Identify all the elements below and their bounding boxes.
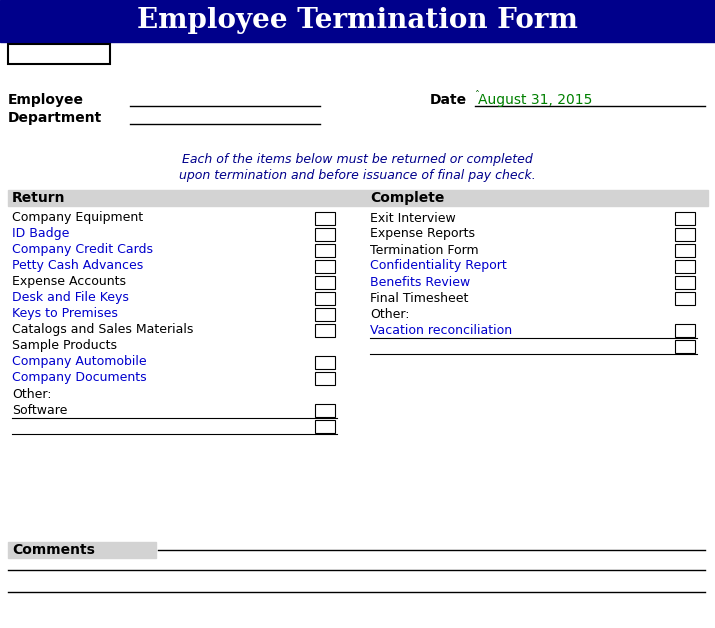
Bar xyxy=(8,44,110,64)
Text: Petty Cash Advances: Petty Cash Advances xyxy=(12,259,143,273)
Bar xyxy=(675,323,695,337)
Text: ˆ: ˆ xyxy=(474,91,479,101)
Bar xyxy=(675,276,695,288)
Text: Company Credit Cards: Company Credit Cards xyxy=(12,244,153,256)
Text: Benefits Review: Benefits Review xyxy=(370,276,470,288)
Bar xyxy=(315,308,335,320)
Text: Final Timesheet: Final Timesheet xyxy=(370,291,468,305)
Bar xyxy=(315,291,335,305)
Bar xyxy=(315,212,335,224)
Text: Keys to Premises: Keys to Premises xyxy=(12,308,118,320)
Text: Date: Date xyxy=(430,93,467,107)
Text: Company Documents: Company Documents xyxy=(12,372,147,384)
Text: Complete: Complete xyxy=(370,191,445,205)
Bar xyxy=(675,291,695,305)
Bar xyxy=(0,0,715,42)
Text: August 31, 2015: August 31, 2015 xyxy=(478,93,592,107)
Text: Vacation reconciliation: Vacation reconciliation xyxy=(370,323,512,337)
Text: Desk and File Keys: Desk and File Keys xyxy=(12,291,129,305)
Bar xyxy=(315,244,335,256)
Bar xyxy=(315,355,335,369)
Text: upon termination and before issuance of final pay check.: upon termination and before issuance of … xyxy=(179,168,536,181)
Text: Catalogs and Sales Materials: Catalogs and Sales Materials xyxy=(12,323,193,337)
Bar xyxy=(315,420,335,433)
Text: Employee: Employee xyxy=(8,93,84,107)
Text: Company Automobile: Company Automobile xyxy=(12,355,147,369)
Bar xyxy=(315,404,335,416)
Text: Comments: Comments xyxy=(12,543,95,557)
Bar xyxy=(315,259,335,273)
Text: Other:: Other: xyxy=(12,387,51,401)
Bar xyxy=(675,340,695,352)
Text: Exit Interview: Exit Interview xyxy=(370,212,455,224)
Bar xyxy=(675,212,695,224)
Bar xyxy=(315,227,335,241)
Bar xyxy=(315,276,335,288)
Bar xyxy=(675,244,695,256)
Text: Expense Accounts: Expense Accounts xyxy=(12,276,126,288)
Text: Employee Termination Form: Employee Termination Form xyxy=(137,8,578,35)
Text: ID Badge: ID Badge xyxy=(12,227,69,241)
Bar xyxy=(675,227,695,241)
Text: Sample Products: Sample Products xyxy=(12,340,117,352)
Text: Other:: Other: xyxy=(370,308,410,320)
Text: Company Equipment: Company Equipment xyxy=(12,212,143,224)
Text: Each of the items below must be returned or completed: Each of the items below must be returned… xyxy=(182,153,533,166)
Text: Department: Department xyxy=(8,111,102,125)
Bar xyxy=(8,190,708,206)
Bar xyxy=(675,259,695,273)
Bar xyxy=(315,323,335,337)
Text: Return: Return xyxy=(12,191,66,205)
Text: Software: Software xyxy=(12,404,67,416)
Text: Termination Form: Termination Form xyxy=(370,244,478,256)
Bar xyxy=(315,372,335,384)
Text: Expense Reports: Expense Reports xyxy=(370,227,475,241)
Text: Confidentiality Report: Confidentiality Report xyxy=(370,259,507,273)
Bar xyxy=(8,542,156,558)
